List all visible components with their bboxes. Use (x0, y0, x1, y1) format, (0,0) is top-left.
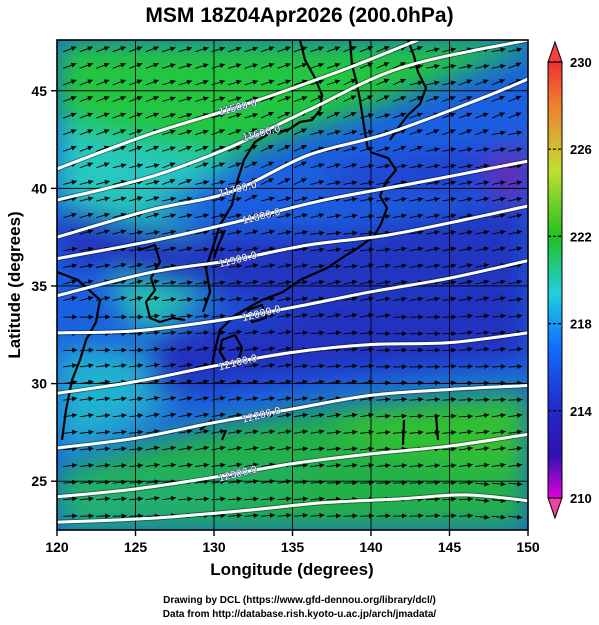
colorbar-tick-label: 230 (570, 55, 592, 70)
x-tick-label: 135 (281, 539, 305, 555)
y-tick-label: 40 (31, 180, 47, 196)
credit-data: Data from http://database.rish.kyoto-u.a… (162, 609, 437, 620)
coastlines (57, 40, 440, 446)
height-contours (57, 40, 528, 525)
colorbar-tick-label: 222 (570, 229, 592, 244)
colorbar-tick-label: 210 (570, 491, 592, 506)
height-contour (57, 493, 528, 524)
y-axis-label: Latitude (degrees) (5, 211, 24, 358)
y-tick-label: 30 (31, 376, 47, 392)
height-contour (57, 159, 528, 261)
height-contour (57, 204, 528, 298)
x-tick-label: 125 (124, 539, 148, 555)
colorbar: 210 214 218 222 226 230 (547, 40, 592, 520)
map-title: MSM 18Z04Apr2026 (200.0hPa) (145, 4, 454, 27)
height-contour (57, 331, 528, 395)
x-tick-label: 130 (202, 539, 226, 555)
x-tick-label: 145 (438, 539, 462, 555)
height-contour (57, 259, 528, 335)
y-tick-label: 45 (31, 83, 47, 99)
colorbar-tick-label: 214 (570, 404, 592, 419)
height-contour (57, 432, 528, 499)
colorbar-tick-label: 226 (570, 142, 592, 157)
lat-lon-grid (57, 40, 528, 530)
height-contour (57, 77, 528, 239)
colorbar-tick-label: 218 (570, 317, 592, 332)
height-contour (57, 384, 528, 450)
x-tick-label: 120 (45, 539, 69, 555)
x-tick-label: 150 (516, 539, 540, 555)
credit-drawing: Drawing by DCL (https://www.gfd-dennou.o… (163, 595, 436, 606)
x-tick-label: 140 (359, 539, 383, 555)
height-contour (57, 40, 528, 202)
height-contour (57, 40, 419, 171)
x-axis-label: Longitude (degrees) (210, 560, 373, 579)
y-tick-label: 25 (31, 473, 47, 489)
y-tick-label: 35 (31, 278, 47, 294)
